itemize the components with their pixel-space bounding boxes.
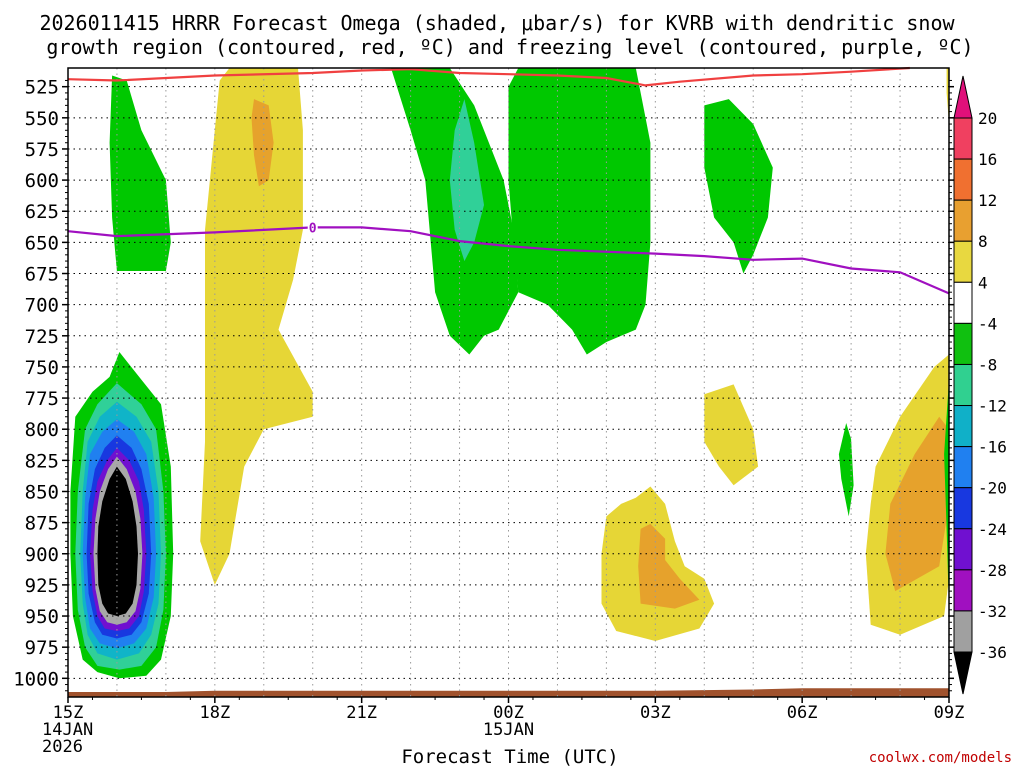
y-tick-label-550: 550 <box>25 108 59 130</box>
x-tick-label-3-0: 18Z <box>199 703 230 723</box>
y-tick-label-925: 925 <box>25 575 59 597</box>
y-tick-label-850: 850 <box>25 481 59 503</box>
y-tick-label-1000: 1000 <box>13 668 59 690</box>
y-tick-label-650: 650 <box>25 232 59 254</box>
colorbar-swatch-7 <box>953 405 973 448</box>
sinking-orange-right <box>885 416 949 592</box>
grid-lines <box>68 68 949 697</box>
colorbar-swatch-5 <box>953 322 973 365</box>
colorbar-label-11: -28 <box>978 561 1007 580</box>
x-tick-label-9-1: 15JAN <box>483 720 534 740</box>
uplift-green-evening <box>508 68 651 355</box>
freezing-level-label: 0 <box>309 221 317 236</box>
y-tick-label-600: 600 <box>25 170 59 192</box>
x-axis-label: Forecast Time (UTC) <box>401 746 618 768</box>
sinking-yellow-column <box>200 68 313 585</box>
colorbar-label-2: 12 <box>978 191 997 210</box>
x-tick-label-0-2: 2026 <box>42 737 83 757</box>
colorbar-label-0: 20 <box>978 109 997 128</box>
x-tick-label-15-0: 06Z <box>787 703 818 723</box>
colorbar-label-12: -32 <box>978 602 1007 621</box>
colorbar-label-6: -8 <box>978 355 997 374</box>
y-tick-label-950: 950 <box>25 606 59 628</box>
colorbar-swatch-1 <box>953 158 973 201</box>
colorbar-bottom-arrow <box>953 651 973 695</box>
chart-title-line1: 2026011415 HRRR Forecast Omega (shaded, … <box>39 11 955 35</box>
colorbar-label-3: 8 <box>978 232 988 251</box>
uplift-green-edge-right <box>944 292 949 629</box>
y-tick-label-975: 975 <box>25 637 59 659</box>
x-tick-label-12-0: 03Z <box>640 703 671 723</box>
dgz-contour <box>67 66 910 87</box>
y-tick-label-775: 775 <box>25 388 59 410</box>
contour-lines <box>67 66 950 295</box>
colorbar-swatch-2 <box>953 199 973 242</box>
y-tick-label-525: 525 <box>25 77 59 99</box>
y-tick-label-875: 875 <box>25 513 59 535</box>
x-tick-label-6-0: 21Z <box>346 703 377 723</box>
colorbar-top-arrow <box>953 75 973 119</box>
y-tick-label-575: 575 <box>25 139 59 161</box>
colorbar-swatch-12 <box>953 610 973 653</box>
colorbar-label-1: 16 <box>978 150 997 169</box>
x-tick-label-0-0: 15Z <box>53 703 84 723</box>
colorbar-swatch-9 <box>953 487 973 530</box>
storm-black <box>97 466 138 616</box>
y-tick-label-800: 800 <box>25 419 59 441</box>
colorbar-swatch-10 <box>953 528 973 571</box>
credit-text: coolwx.com/models <box>869 750 1012 766</box>
colorbar-swatch-8 <box>953 446 973 489</box>
sinking-orange-bottom <box>638 523 700 609</box>
y-tick-label-700: 700 <box>25 295 59 317</box>
y-tick-label-750: 750 <box>25 357 59 379</box>
colorbar-label-9: -20 <box>978 479 1007 498</box>
freezing-level-label-bg <box>307 220 318 235</box>
ground-surface <box>68 688 949 697</box>
colorbar: 20 16 12 8 4 -4 -8 -12 -16 -20 -24 -28 -32 -36 <box>953 75 1007 695</box>
uplift-green-sliver <box>838 423 854 517</box>
y-axis: 525 550 575 600 625 650 675 700 725 750 775 800 825 8… <box>13 77 954 692</box>
colorbar-label-13: -36 <box>978 643 1007 662</box>
colorbar-label-4: 4 <box>978 273 988 292</box>
colorbar-label-7: -12 <box>978 397 1007 416</box>
x-tick-label-0-1: 14JAN <box>42 720 93 740</box>
x-tick-label-9-0: 00Z <box>493 703 524 723</box>
colorbar-swatch-6 <box>953 363 973 407</box>
colorbar-label-8: -16 <box>978 438 1007 457</box>
chart-title-line2: growth region (contoured, red, ºC) and f… <box>46 35 973 59</box>
freezing-level-line <box>67 226 950 295</box>
uplift-teal-core <box>449 99 484 262</box>
colorbar-swatch-4 <box>953 281 973 324</box>
uplift-green-night <box>704 99 773 274</box>
y-tick-label-825: 825 <box>25 450 59 472</box>
y-tick-label-900: 900 <box>25 544 59 566</box>
sinking-yellow-small <box>704 384 759 486</box>
colorbar-swatch-3 <box>953 240 973 283</box>
y-tick-label-625: 625 <box>25 201 59 223</box>
colorbar-label-5: -4 <box>978 314 997 333</box>
uplift-green-core-left <box>109 75 171 271</box>
y-tick-label-675: 675 <box>25 264 59 286</box>
colorbar-swatch-11 <box>953 569 973 612</box>
x-tick-label-18-0: 09Z <box>934 703 965 723</box>
sinking-orange-streak <box>251 99 274 187</box>
y-tick-label-725: 725 <box>25 326 59 348</box>
colorbar-label-10: -24 <box>978 520 1007 539</box>
colorbar-swatch-0 <box>953 117 973 160</box>
